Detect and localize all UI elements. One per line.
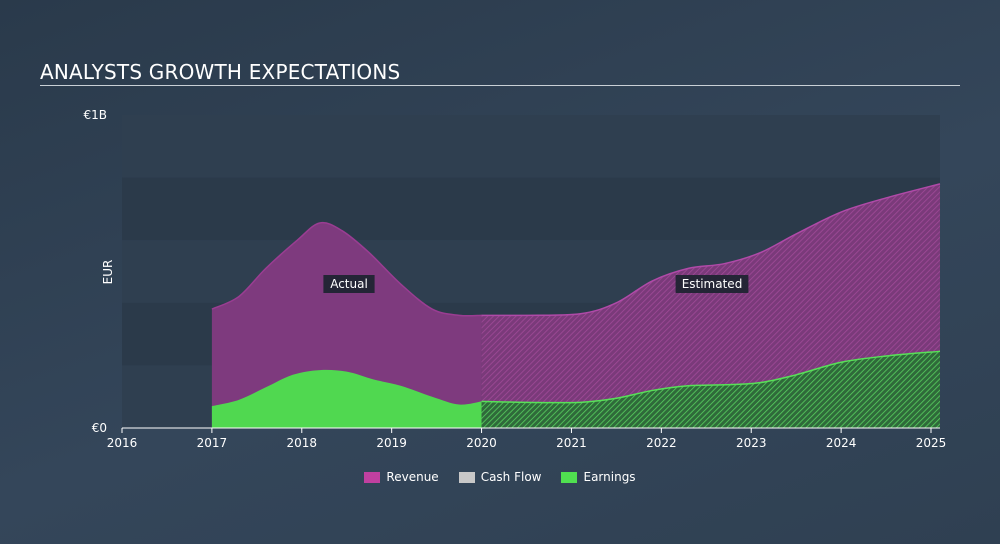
legend-label-revenue: Revenue xyxy=(386,470,439,484)
x-tick-label: 2020 xyxy=(466,436,497,450)
legend-item-revenue[interactable]: Revenue xyxy=(364,470,439,484)
earnings-area-estimated xyxy=(481,351,940,428)
estimated-label: Estimated xyxy=(682,277,743,291)
legend-swatch-cash-flow xyxy=(458,471,475,483)
revenue-area-actual xyxy=(211,222,482,428)
title-divider xyxy=(40,85,960,86)
legend-label-cash-flow: Cash Flow xyxy=(480,470,542,484)
x-tick-label: 2017 xyxy=(197,436,228,450)
x-tick-label: 2022 xyxy=(646,436,677,450)
y-tick-label: €1B xyxy=(83,108,107,122)
x-tick-label: 2018 xyxy=(287,436,318,450)
x-tick-label: 2025 xyxy=(916,436,947,450)
actual-label: Actual xyxy=(330,277,368,291)
legend-swatch-revenue xyxy=(364,471,381,483)
axes: 2016 2017 2018 2019 2020 2021 2022 2023 2024 2025… xyxy=(83,108,946,450)
estimated-label-bg xyxy=(675,275,749,293)
legend-item-earnings[interactable]: Earnings xyxy=(561,470,636,484)
actual-label-bg xyxy=(323,275,375,293)
x-tick-label: 2016 xyxy=(107,436,138,450)
series-areas xyxy=(211,183,941,428)
page-title: ANALYSTS GROWTH EXPECTATIONS xyxy=(40,60,401,84)
earnings-line-estimated xyxy=(481,350,941,404)
revenue-line-actual xyxy=(211,221,482,317)
legend-swatch-earnings xyxy=(561,471,578,483)
legend: Revenue Cash Flow Earnings xyxy=(0,470,1000,484)
legend-item-cash-flow[interactable]: Cash Flow xyxy=(458,470,542,484)
region-tags: Actual Estimated xyxy=(323,275,749,293)
earnings-area-actual xyxy=(211,369,482,428)
x-tick-label: 2024 xyxy=(826,436,857,450)
y-axis-label: EUR xyxy=(101,260,115,285)
x-tick-label: 2023 xyxy=(736,436,767,450)
revenue-line-estimated xyxy=(481,183,941,317)
x-tick-label: 2019 xyxy=(376,436,407,450)
y-tick-label: €0 xyxy=(92,421,107,435)
x-tick-label: 2021 xyxy=(556,436,587,450)
grid-band xyxy=(122,115,940,178)
legend-label-earnings: Earnings xyxy=(583,470,636,484)
